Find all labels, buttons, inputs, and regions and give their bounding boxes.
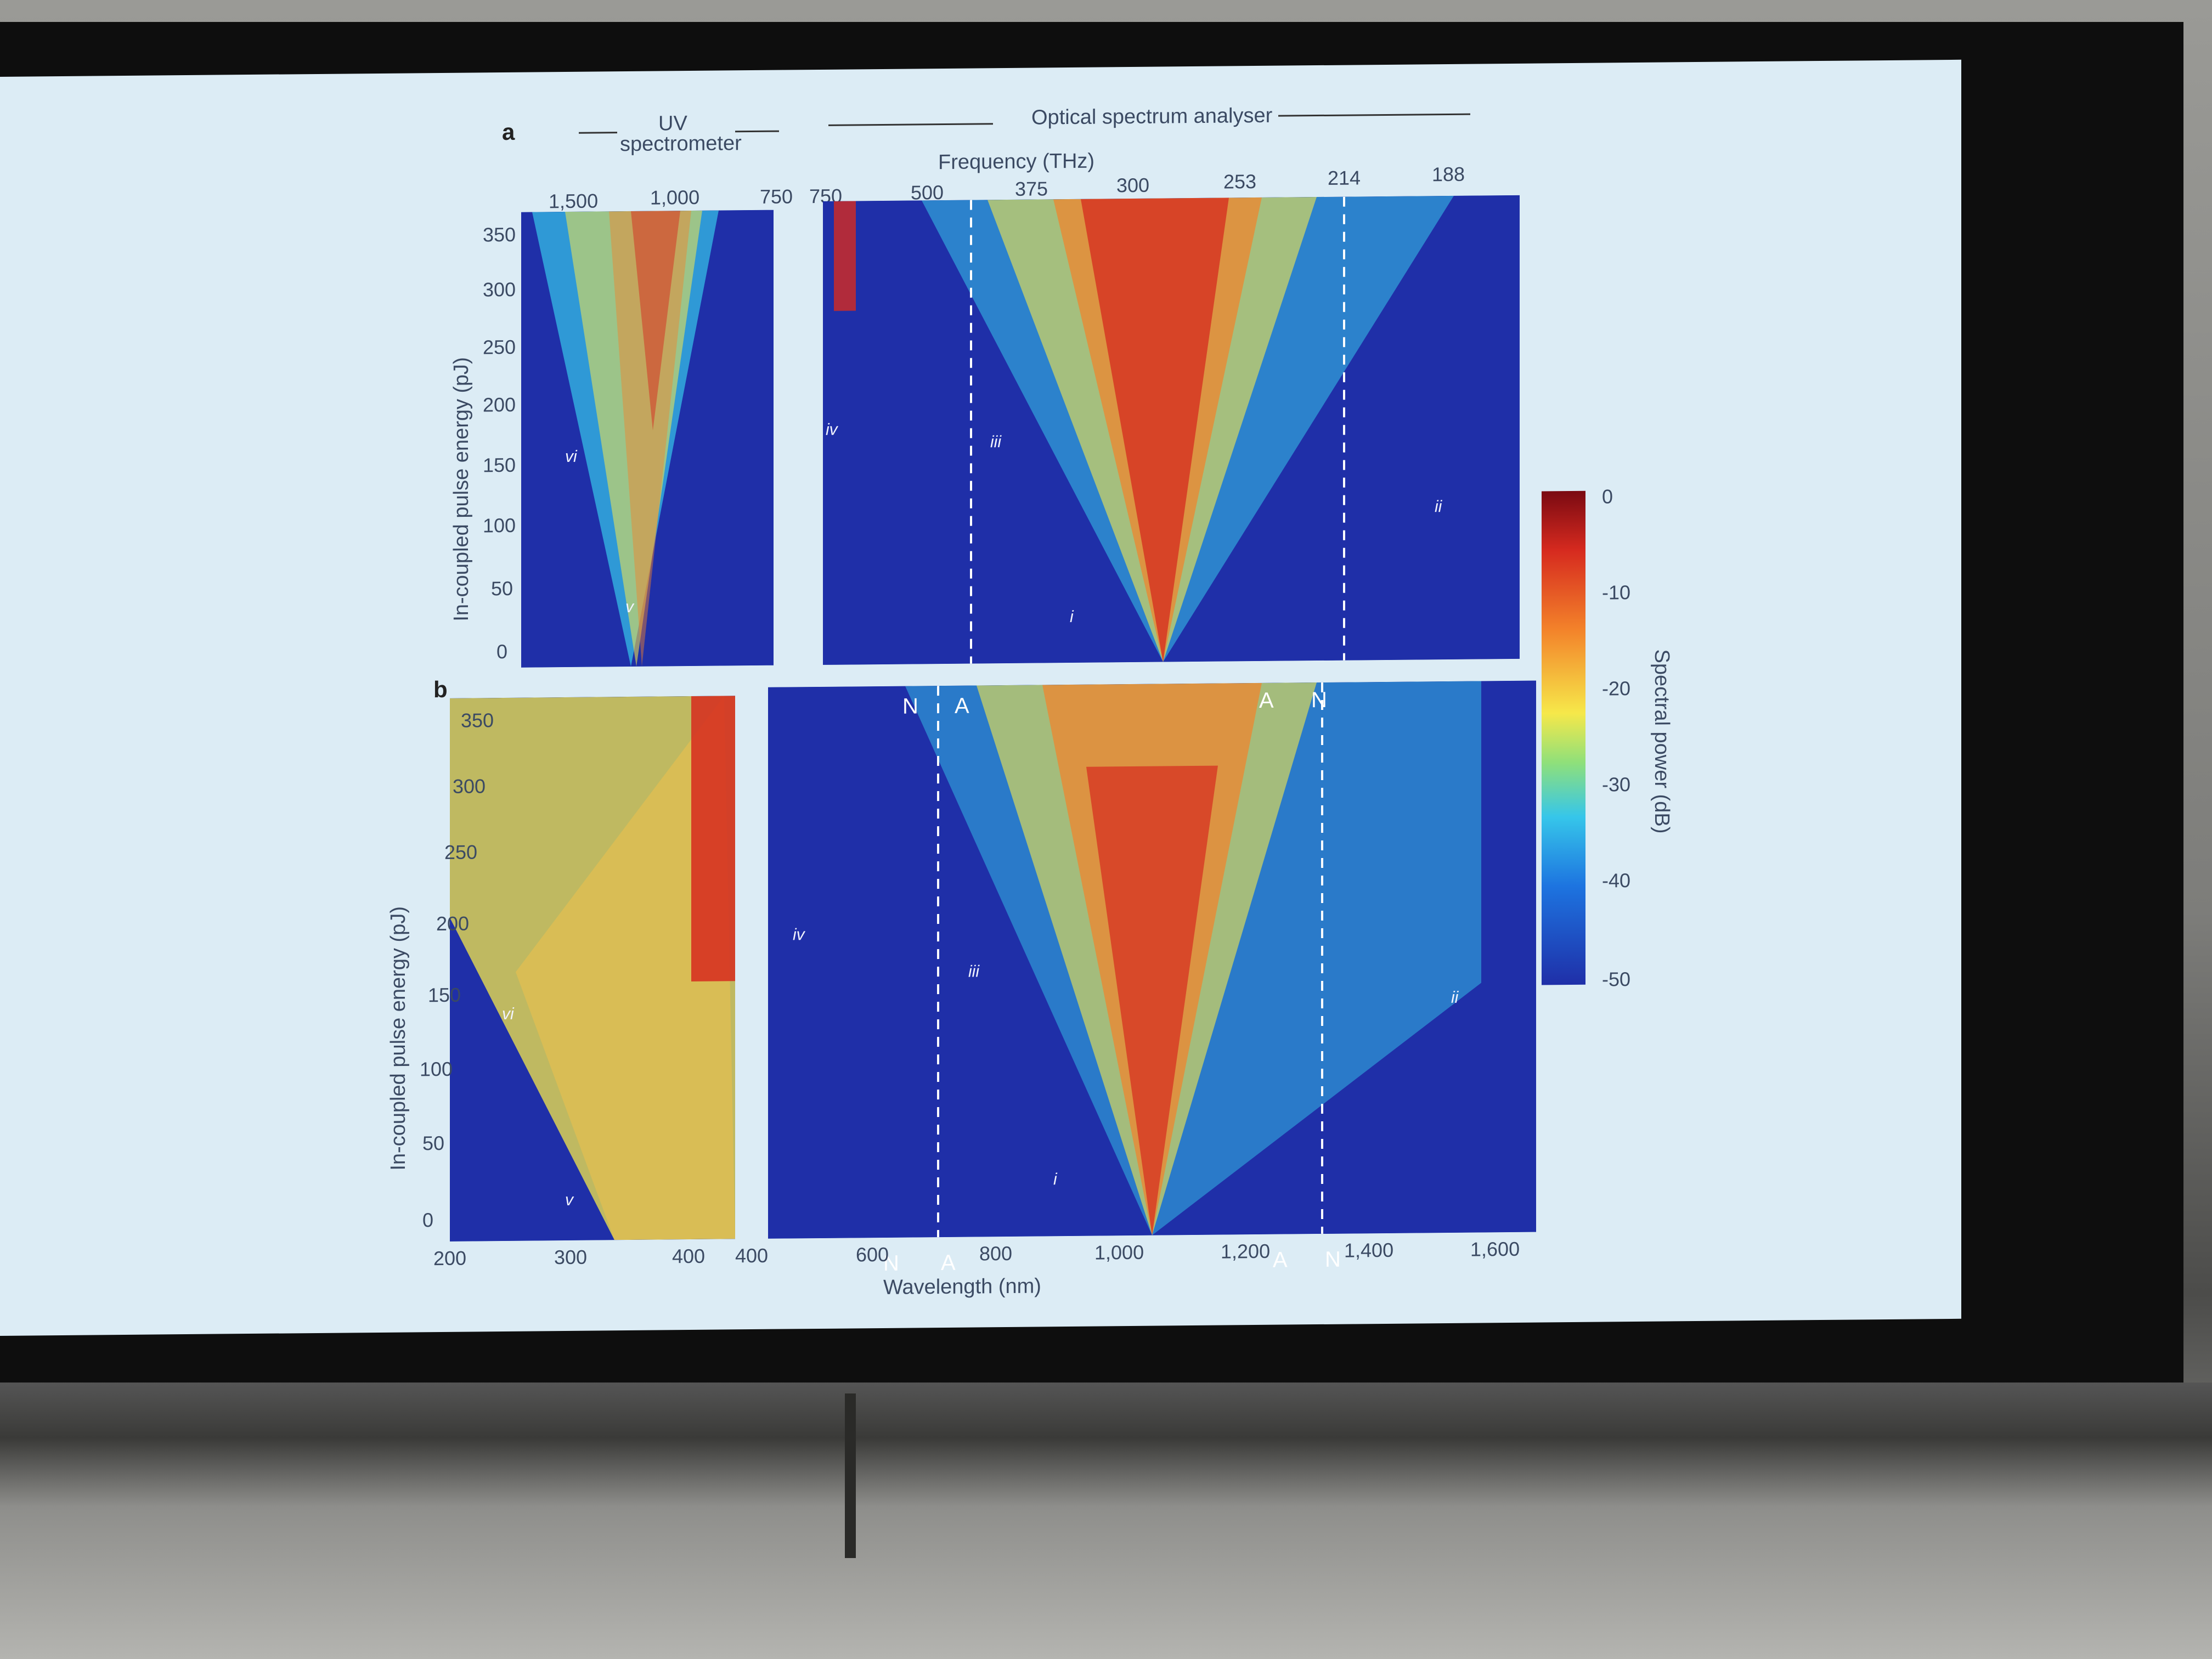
colorbar-tick-0: 0 — [1602, 485, 1613, 508]
y-tick-b-50: 50 — [422, 1131, 445, 1155]
uv-label-line2: spectrometer — [620, 132, 742, 156]
normal-label-a-right: N — [1311, 687, 1327, 713]
osa-arrow-left — [828, 123, 993, 126]
freq-tick-uv-3: 750 — [760, 185, 793, 208]
x-tick-osa-1400: 1,400 — [1344, 1238, 1394, 1262]
osa-label: Optical spectrum analyser — [1031, 104, 1273, 129]
x-tick-osa-800: 800 — [979, 1242, 1013, 1265]
marker-v-a: v — [625, 597, 634, 617]
anomalous-label-a-left: A — [955, 693, 969, 718]
freq-tick-osa-4: 300 — [1116, 173, 1150, 197]
y-tick-a-50: 50 — [491, 577, 514, 600]
y-tick-a-300: 300 — [483, 278, 516, 301]
normal-label-b-right: N — [1325, 1247, 1341, 1272]
y-tick-b-250: 250 — [444, 840, 478, 864]
freq-tick-osa-7: 188 — [1432, 162, 1465, 186]
x-tick-osa-1000: 1,000 — [1094, 1240, 1144, 1264]
y-label-b: In-coupled pulse energy (pJ) — [387, 906, 410, 1171]
x-tick-osa-1200: 1,200 — [1221, 1239, 1271, 1263]
whiteboard-ledge — [0, 1383, 2212, 1659]
slide: a b UV spectrometer Optical spectrum ana… — [0, 59, 1961, 1336]
marker-ii-a: ii — [1435, 498, 1442, 516]
marker-v-b: v — [565, 1190, 573, 1210]
panel-a-osa-heatmap — [823, 195, 1520, 665]
normal-label-a-left: N — [902, 694, 918, 719]
x-tick-uv-200: 200 — [433, 1246, 467, 1270]
marker-ii-b: ii — [1451, 988, 1459, 1007]
colorbar — [1542, 490, 1585, 985]
marker-iii-a: iii — [990, 433, 1001, 452]
y-tick-a-350: 350 — [483, 223, 516, 246]
colorbar-label: Spectral power (dB) — [1650, 649, 1673, 834]
y-label-a: In-coupled pulse energy (pJ) — [450, 357, 473, 622]
marker-iv-a: iv — [826, 420, 838, 439]
anomalous-label-b-left: A — [941, 1250, 956, 1276]
x-tick-uv-300: 300 — [554, 1245, 588, 1269]
y-tick-b-300: 300 — [453, 775, 486, 798]
panel-b-osa-heatmap — [768, 680, 1536, 1239]
colorbar-tick-20: -20 — [1602, 677, 1631, 700]
x-tick-osa-1600: 1,600 — [1470, 1237, 1520, 1261]
panel-b-uv-heatmap — [450, 696, 735, 1242]
panel-label-b: b — [433, 676, 448, 703]
y-tick-b-350: 350 — [461, 709, 494, 732]
y-tick-a-150: 150 — [483, 453, 516, 477]
panel-label-a: a — [502, 119, 515, 145]
freq-tick-uv-2: 1,000 — [650, 185, 700, 209]
y-tick-b-200: 200 — [436, 912, 470, 935]
osa-arrow-right — [1278, 113, 1470, 117]
panel-a-uv-heatmap — [521, 210, 774, 668]
y-tick-a-200: 200 — [483, 393, 516, 416]
marker-vi-b: vi — [502, 1005, 514, 1024]
freq-tick-osa-5: 253 — [1223, 170, 1257, 193]
freq-tick-osa-6: 214 — [1328, 166, 1361, 189]
marker-i-a: i — [1070, 607, 1074, 626]
uv-arrow-right — [735, 130, 779, 133]
x-tick-osa-600: 600 — [856, 1243, 889, 1266]
marker-i-b: i — [1053, 1170, 1057, 1189]
y-tick-a-100: 100 — [483, 514, 516, 537]
x-tick-osa-400: 400 — [735, 1244, 769, 1267]
frequency-label: Frequency (THz) — [938, 149, 1095, 174]
x-tick-uv-400: 400 — [672, 1244, 706, 1268]
marker-vi-a: vi — [565, 447, 577, 466]
y-tick-b-150: 150 — [428, 983, 461, 1007]
colorbar-tick-40: -40 — [1602, 869, 1631, 892]
y-tick-b-0: 0 — [422, 1209, 434, 1232]
colorbar-tick-10: -10 — [1602, 581, 1631, 604]
colorbar-tick-30: -30 — [1602, 773, 1631, 796]
y-tick-b-100: 100 — [420, 1057, 453, 1081]
marker-iii-b: iii — [968, 962, 979, 981]
x-label: Wavelength (nm) — [883, 1274, 1041, 1299]
freq-tick-uv-1: 1,500 — [549, 189, 599, 213]
uv-arrow-left — [579, 132, 617, 134]
y-tick-a-250: 250 — [483, 335, 516, 359]
ledge-divider — [845, 1393, 856, 1558]
freq-tick-osa-3: 375 — [1015, 177, 1048, 200]
anomalous-label-b-right: A — [1273, 1248, 1288, 1272]
marker-iv-b: iv — [793, 926, 805, 944]
anomalous-label-a-right: A — [1259, 688, 1274, 713]
colorbar-tick-50: -50 — [1602, 968, 1631, 991]
y-tick-a-0: 0 — [496, 640, 508, 663]
